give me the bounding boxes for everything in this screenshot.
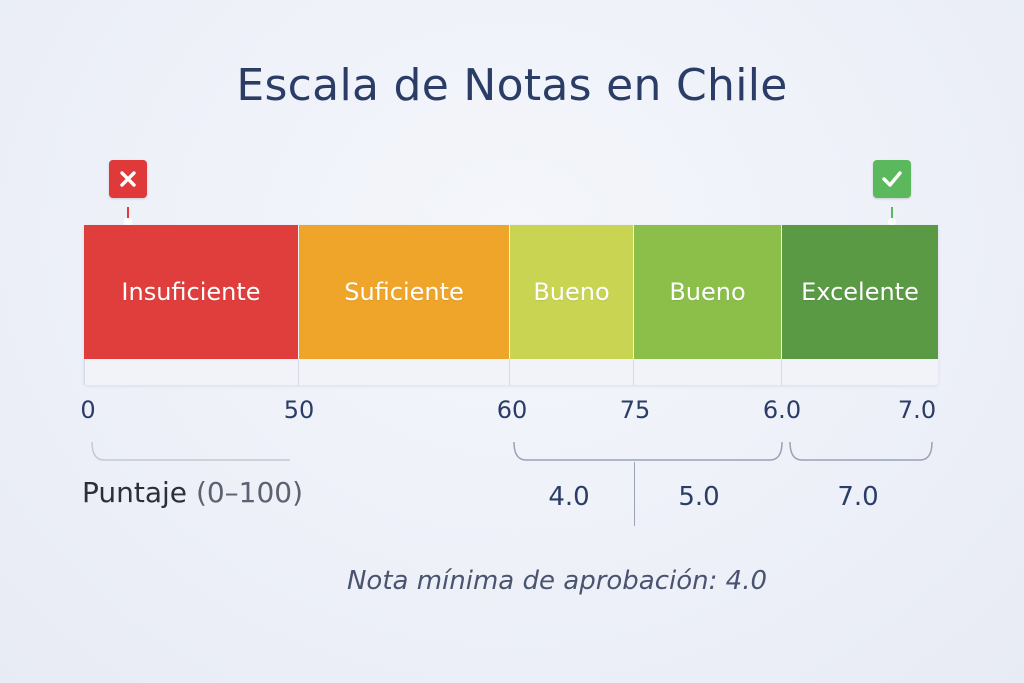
segment-bueno-2: Bueno — [634, 225, 781, 359]
tick-label: 75 — [619, 396, 651, 424]
fail-marker-pin — [127, 207, 129, 227]
range-brace — [513, 441, 783, 461]
pass-marker-pin — [891, 207, 893, 227]
fail-marker-dot — [124, 218, 132, 226]
segment-divider — [633, 359, 634, 385]
fail-marker — [109, 160, 147, 198]
grade-label: 5.0 — [678, 482, 720, 512]
grade-label: 7.0 — [837, 482, 879, 512]
tick-label: 6.0 — [762, 396, 802, 424]
axis-range: (0–100) — [195, 476, 304, 509]
axis-title: Puntaje (0–100) — [82, 476, 303, 509]
pass-marker — [873, 160, 911, 198]
check-icon — [882, 171, 902, 187]
segment-divider — [84, 359, 85, 385]
segment-divider — [509, 359, 510, 385]
page-title: Escala de Notas en Chile — [236, 60, 788, 111]
close-icon — [120, 171, 136, 187]
grade-scale-bar: Insuficiente Suficiente Bueno Bueno Exce… — [84, 225, 938, 385]
segment-divider — [781, 359, 782, 385]
tick-label: 60 — [496, 396, 528, 424]
range-brace — [91, 441, 290, 461]
axis-name: Puntaje — [82, 476, 188, 509]
segment-suficiente: Suficiente — [299, 225, 509, 359]
segment-excelente: Excelente — [782, 225, 938, 359]
grade-divider — [634, 462, 635, 526]
tick-label: 50 — [283, 396, 315, 424]
segment-bueno-1: Bueno — [510, 225, 633, 359]
segment-divider — [298, 359, 299, 385]
pass-marker-dot — [888, 218, 896, 226]
segment-insuficiente: Insuficiente — [84, 225, 298, 359]
footnote: Nota mínima de aprobación: 4.0 — [346, 566, 768, 596]
grade-label: 4.0 — [548, 482, 590, 512]
tick-label: 7.0 — [897, 396, 937, 424]
range-brace — [789, 441, 933, 461]
tick-label: 0 — [80, 396, 96, 424]
